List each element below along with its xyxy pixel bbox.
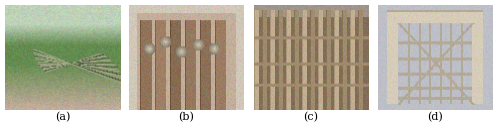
Text: (d): (d): [428, 112, 444, 122]
Text: (c): (c): [304, 112, 318, 122]
Text: (b): (b): [178, 112, 194, 122]
Text: (a): (a): [55, 112, 70, 122]
